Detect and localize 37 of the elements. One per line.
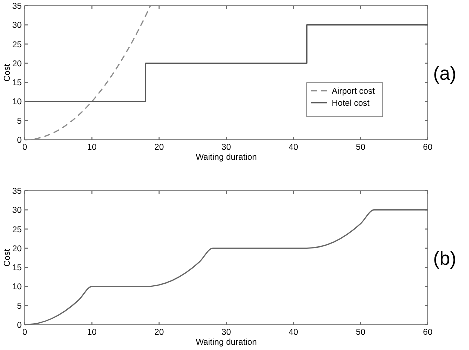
y-tick-label: 10: [12, 96, 22, 107]
y-tick-label: 15: [12, 262, 22, 273]
y-tick-label: 25: [12, 39, 22, 50]
legend-label: Airport cost: [332, 86, 376, 96]
legend-label: Hotel cost: [332, 98, 370, 108]
y-tick-label: 35: [12, 186, 22, 196]
x-axis-title: Waiting duration: [196, 337, 258, 347]
x-tick-label: 40: [288, 327, 299, 337]
y-tick-label: 5: [17, 300, 22, 311]
y-tick-label: 35: [12, 1, 22, 11]
text: (b): [433, 249, 457, 270]
y-tick-label: 20: [12, 243, 22, 254]
x-tick-label: 10: [87, 327, 98, 337]
y-tick-label: 20: [12, 58, 22, 68]
y-tick-label: 0: [17, 135, 22, 145]
x-axis-title: Waiting duration: [196, 152, 258, 162]
y-tick-label: 30: [12, 205, 22, 216]
x-tick-label: 10: [87, 142, 98, 152]
x-tick-label: 60: [423, 327, 433, 337]
y-axis-title: Cost: [2, 248, 12, 267]
x-tick-label: 20: [154, 142, 164, 152]
x-tick-label: 50: [356, 142, 366, 152]
x-tick-label: 40: [288, 142, 299, 152]
x-tick-label: 20: [154, 327, 164, 337]
x-tick-label: 50: [356, 327, 366, 337]
x-tick-label: 30: [222, 327, 232, 337]
y-axis-title: Cost: [2, 64, 12, 82]
x-tick-label: 30: [222, 142, 232, 152]
line-series: [25, 5, 152, 141]
y-tick-label: 10: [12, 282, 22, 292]
y-tick-label: 25: [12, 224, 22, 234]
y-tick-label: 0: [17, 320, 22, 330]
x-tick-label: 60: [423, 142, 433, 152]
y-tick-label: 15: [12, 78, 22, 88]
y-tick-label: 5: [17, 116, 22, 126]
y-tick-label: 30: [12, 20, 22, 30]
text: (a): [433, 64, 457, 85]
